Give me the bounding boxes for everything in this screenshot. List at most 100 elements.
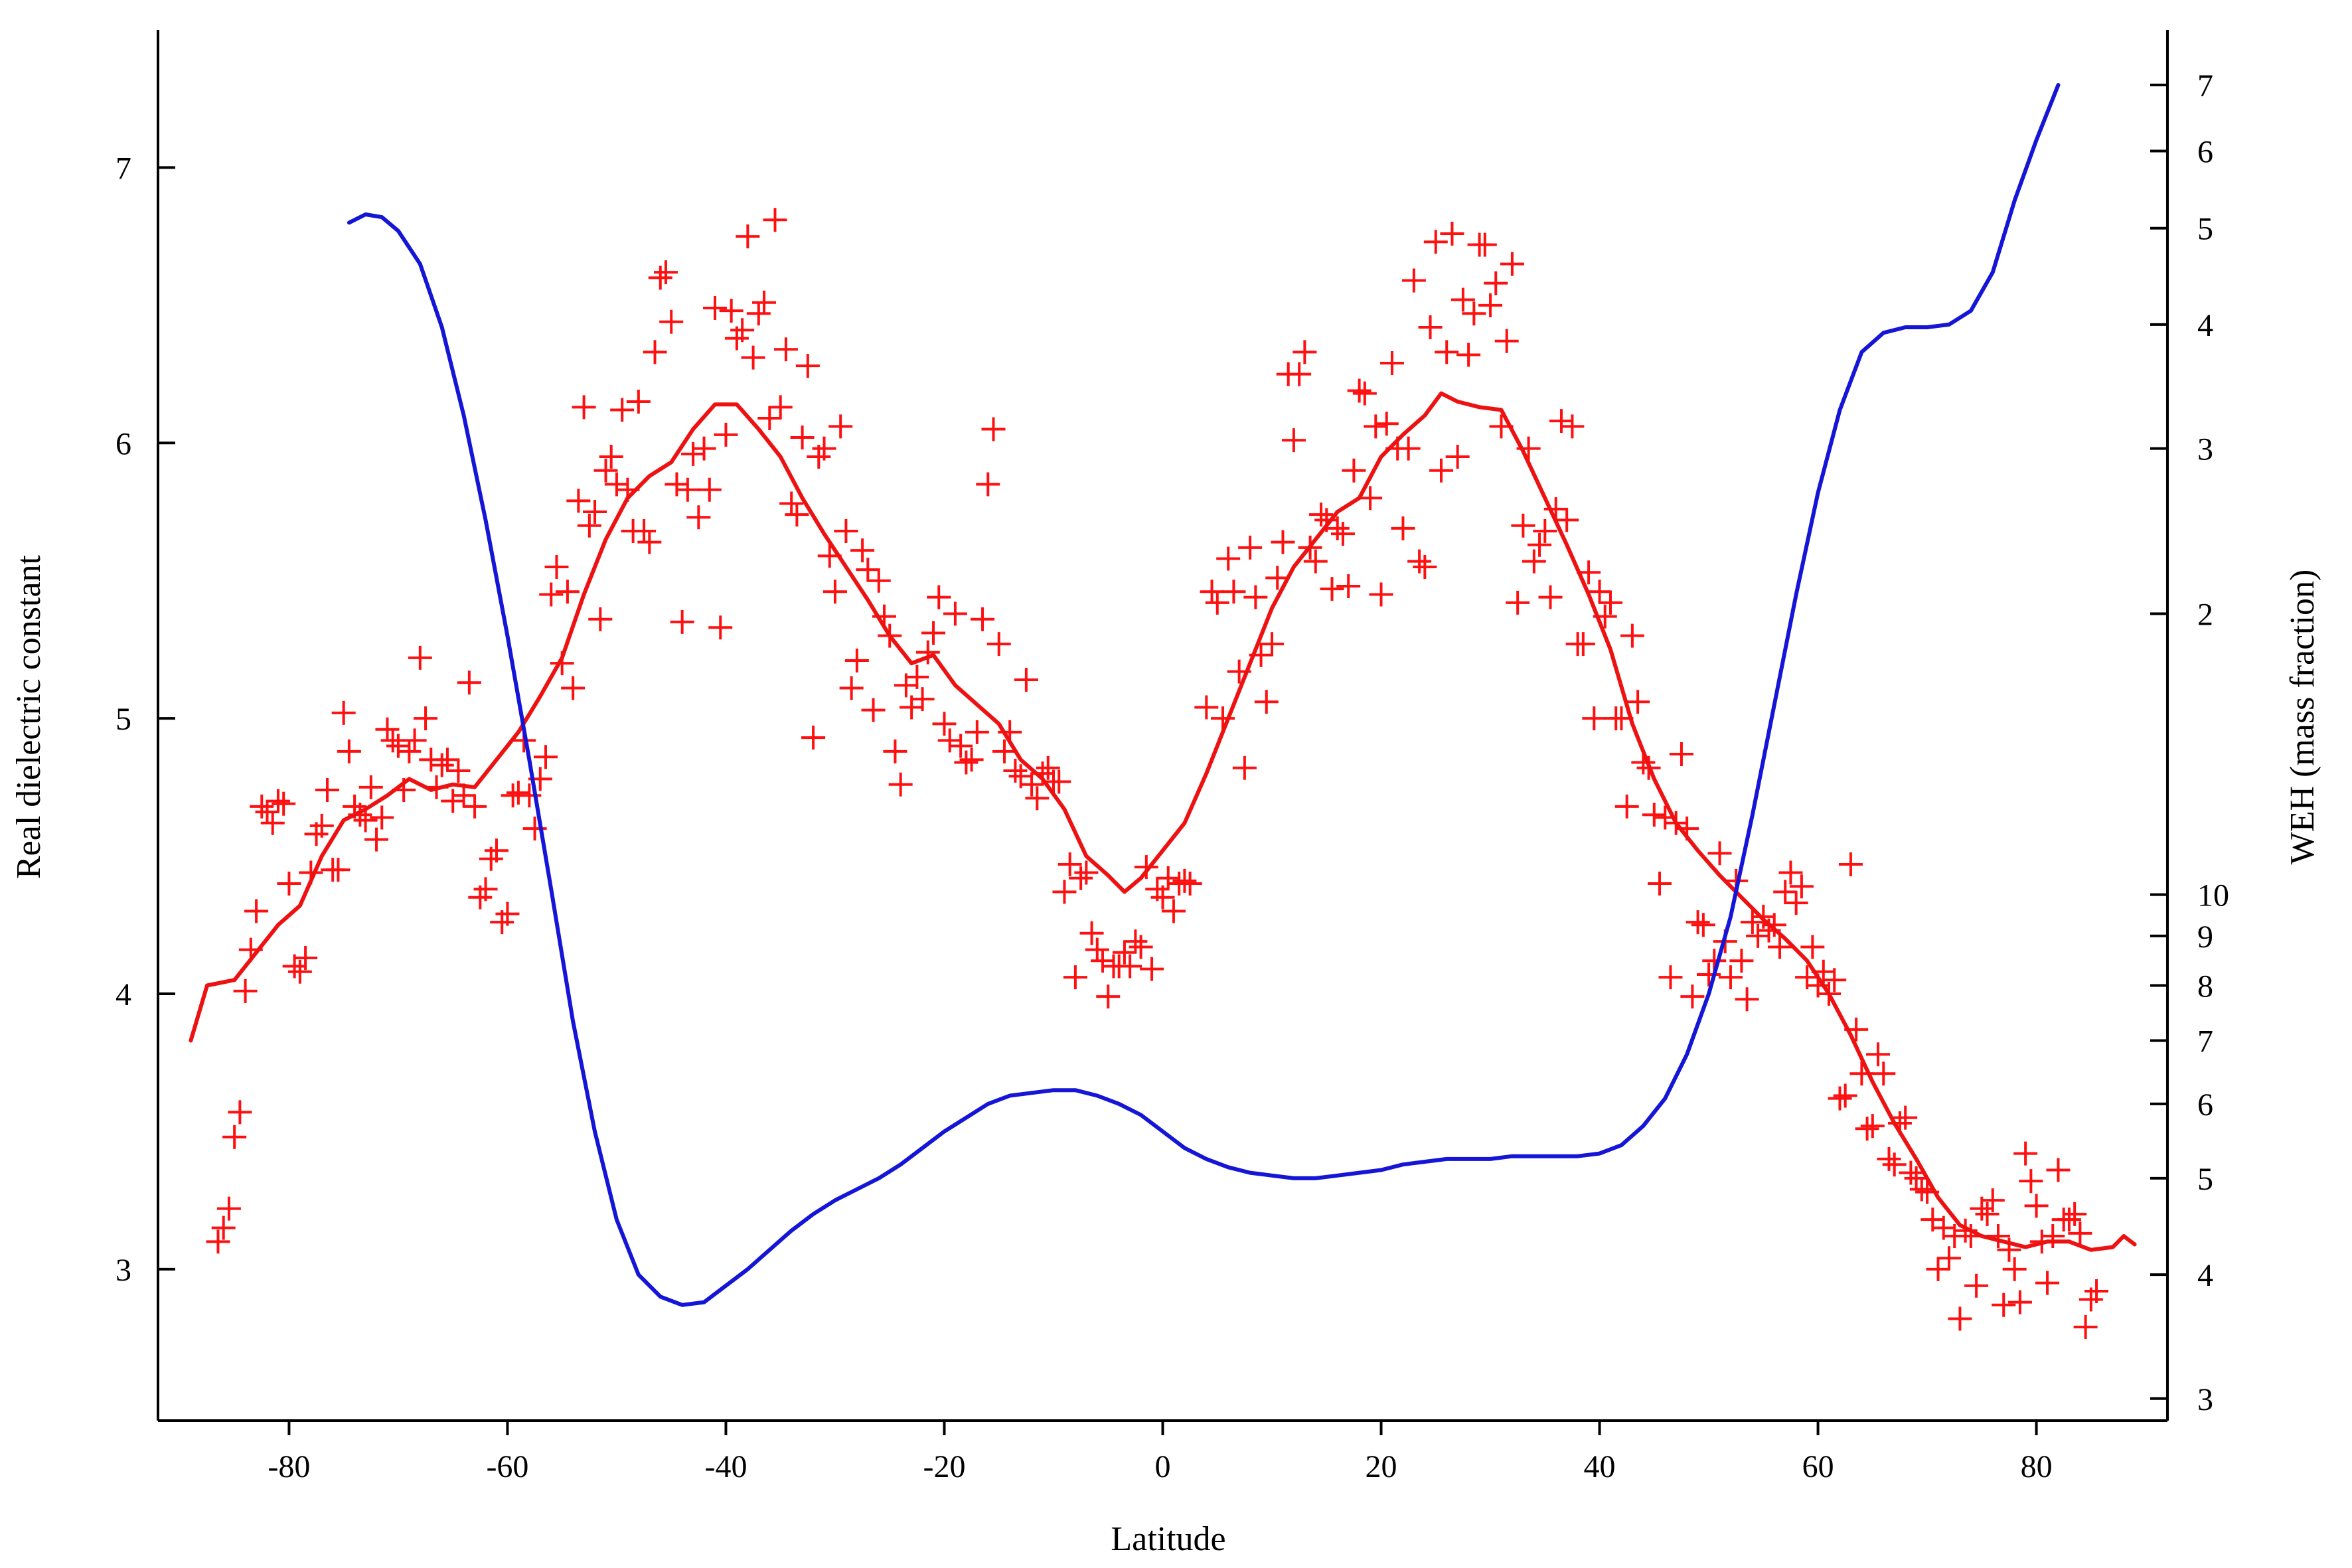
scatter-point bbox=[1909, 1177, 1934, 1202]
scatter-point bbox=[583, 499, 607, 524]
scatter-point bbox=[1767, 935, 1792, 959]
scatter-point bbox=[539, 582, 564, 607]
scatter-point bbox=[1620, 623, 1644, 648]
scatter-point bbox=[1980, 1188, 2005, 1213]
scatter-point bbox=[1877, 1146, 1901, 1171]
scatter-point bbox=[1735, 987, 1759, 1012]
scatter-point bbox=[1069, 866, 1093, 890]
scatter-point bbox=[1435, 340, 1459, 364]
scatter-point bbox=[812, 436, 836, 461]
scatter-point bbox=[272, 791, 296, 816]
y-tick-label: 3 bbox=[116, 1253, 131, 1288]
scatter-point bbox=[1243, 585, 1268, 609]
scatter-point bbox=[1718, 965, 1743, 990]
scatter-point bbox=[1838, 852, 1863, 876]
x-tick-label: -20 bbox=[923, 1449, 965, 1484]
x-tick-label: -80 bbox=[268, 1449, 310, 1484]
scatter-point bbox=[681, 441, 706, 466]
scatter-point bbox=[1194, 695, 1219, 720]
scatter-point bbox=[1494, 329, 1519, 353]
scatter-point bbox=[534, 745, 558, 769]
y-tick-label: 5 bbox=[116, 702, 131, 737]
y-tick-label: 6 bbox=[116, 426, 131, 461]
scatter-point bbox=[370, 805, 394, 830]
scatter-point bbox=[637, 530, 662, 554]
scatter-point bbox=[441, 789, 465, 813]
y2-tick-label: 3 bbox=[2197, 1382, 2213, 1417]
scatter-point bbox=[2068, 1221, 2092, 1245]
scatter-point bbox=[1740, 910, 1764, 935]
scatter-point bbox=[1860, 1114, 1885, 1138]
scatter-point bbox=[1746, 923, 1770, 948]
scatter-point bbox=[2046, 1158, 2071, 1182]
scatter-point bbox=[326, 858, 351, 882]
scatter-point bbox=[1238, 535, 1263, 560]
scatter-point bbox=[495, 902, 520, 926]
scatter-point bbox=[670, 609, 694, 634]
y-tick-label: 7 bbox=[116, 151, 131, 186]
scatter-point bbox=[1423, 230, 1448, 254]
y2-tick-label: 7 bbox=[2197, 1024, 2213, 1059]
scatter-point bbox=[675, 477, 700, 502]
scatter-point bbox=[1003, 758, 1028, 783]
scatter-point bbox=[888, 772, 913, 797]
scatter-point bbox=[2007, 1290, 2032, 1314]
y2-axis-title: WEH (mass fraction) bbox=[2284, 570, 2321, 865]
scatter-point bbox=[1986, 1224, 2011, 1249]
scatter-point bbox=[1014, 668, 1038, 692]
weh-line bbox=[347, 83, 2061, 1307]
scatter-point bbox=[1522, 549, 1546, 574]
scatter-point bbox=[1773, 880, 1798, 904]
scatter-point bbox=[2035, 1271, 2060, 1295]
scatter-point bbox=[1074, 860, 1099, 885]
scatter-point bbox=[1336, 574, 1361, 598]
scatter-point bbox=[1828, 1086, 1852, 1111]
scatter-point bbox=[932, 712, 957, 736]
scatter-point bbox=[588, 607, 613, 631]
scatter-point bbox=[752, 290, 777, 315]
scatter-point bbox=[2073, 1314, 2098, 1339]
scatter-point bbox=[986, 632, 1011, 657]
scatter-point bbox=[566, 489, 591, 513]
scatter-point bbox=[746, 301, 771, 326]
scatter-point bbox=[544, 554, 569, 579]
x-axis-title: Latitude bbox=[1111, 1520, 1225, 1558]
scatter-point bbox=[1642, 803, 1666, 827]
y2-tick-label: 6 bbox=[2197, 1087, 2213, 1123]
y2-tick-label: 7 bbox=[2197, 68, 2213, 104]
scatter-point bbox=[375, 717, 400, 742]
scatter-point bbox=[834, 519, 858, 544]
scatter-point bbox=[943, 601, 967, 626]
scatter-point bbox=[1079, 921, 1104, 945]
scatter-point bbox=[572, 395, 596, 420]
scatter-point bbox=[402, 728, 427, 753]
y2-tick-label: 5 bbox=[2197, 212, 2213, 247]
scatter-point bbox=[1178, 872, 1202, 896]
scatter-point bbox=[1347, 378, 1372, 403]
scatter-point bbox=[949, 734, 973, 758]
scatter-point bbox=[626, 390, 651, 414]
scatter-point bbox=[1364, 414, 1388, 439]
scatter-point bbox=[665, 472, 689, 497]
scatter-point bbox=[337, 739, 361, 763]
scatter-point bbox=[2019, 1169, 2043, 1194]
scatter-point bbox=[1254, 690, 1279, 714]
x-tick-label: 80 bbox=[2021, 1449, 2053, 1484]
scatter-point bbox=[1265, 566, 1290, 590]
scatter-point bbox=[2013, 1141, 2038, 1166]
scatter-point bbox=[1882, 1152, 1907, 1177]
scatter-point bbox=[1478, 293, 1503, 317]
scatter-point bbox=[1085, 937, 1109, 962]
x-tick-label: -60 bbox=[486, 1449, 528, 1484]
y2-tick-label: 8 bbox=[2197, 969, 2213, 1004]
scatter-point bbox=[1320, 577, 1344, 601]
scatter-point bbox=[1762, 913, 1786, 937]
scatter-point bbox=[353, 808, 378, 832]
scatter-point bbox=[260, 811, 285, 835]
scatter-point bbox=[1058, 852, 1082, 876]
y2-tick-label: 3 bbox=[2197, 432, 2213, 467]
scatter-point bbox=[828, 414, 853, 439]
scatter-point bbox=[446, 758, 471, 783]
scatter-point bbox=[632, 519, 657, 544]
scatter-point bbox=[1150, 885, 1175, 909]
